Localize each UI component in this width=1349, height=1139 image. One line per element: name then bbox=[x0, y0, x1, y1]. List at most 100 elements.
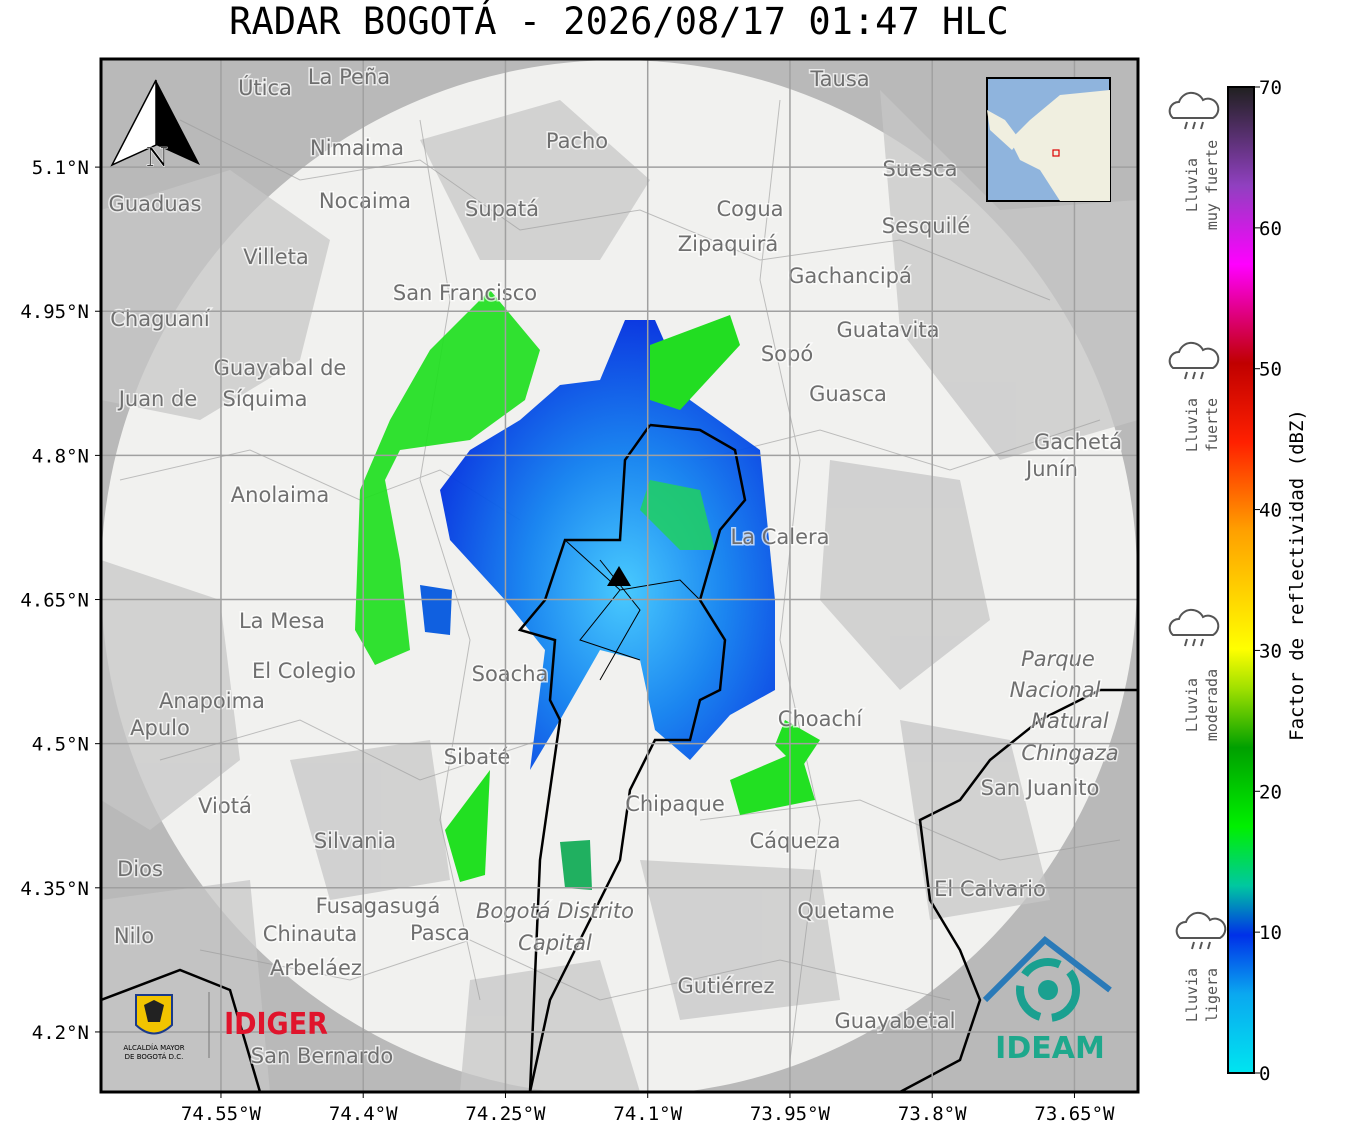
place-label: Nocaima bbox=[319, 189, 411, 213]
inset-map bbox=[986, 77, 1111, 202]
ideam-logo: IDEAM bbox=[995, 1031, 1105, 1066]
alcaldia-line: ALCALDÍA MAYOR bbox=[123, 1043, 184, 1052]
rain-drops bbox=[1184, 638, 1204, 647]
place-label: Supatá bbox=[465, 197, 539, 221]
y-tick-label: 4.8°N bbox=[32, 445, 89, 467]
axes: 74.55°W 74.4°W 74.25°W 74.1°W 73.95°W 73.8°W 7… bbox=[20, 157, 1115, 1125]
place-label: Juan de bbox=[117, 387, 198, 411]
compass-label: N bbox=[146, 143, 169, 173]
rain-icon bbox=[1175, 911, 1227, 939]
y-tick-label: 5.1°N bbox=[32, 157, 89, 179]
colorbar-tick-label: 30 bbox=[1259, 640, 1282, 662]
alcaldia-line: DE BOGOTÁ D.C. bbox=[125, 1052, 184, 1061]
place-label: La Calera bbox=[730, 525, 829, 549]
place-label: San Bernardo bbox=[251, 1044, 393, 1068]
place-label: Chinauta bbox=[263, 922, 357, 946]
logo-ideam: IDEAM bbox=[982, 936, 1112, 1066]
x-tick-label: 73.95°W bbox=[750, 1103, 831, 1125]
place-label: San Francisco bbox=[393, 281, 537, 305]
colorbar-tick-label: 40 bbox=[1259, 500, 1282, 522]
colorbar-ticks: 0 10 20 30 40 50 60 70 bbox=[1254, 77, 1282, 1085]
rain-drops bbox=[1191, 941, 1211, 950]
place-label: Guaduas bbox=[109, 192, 202, 216]
place-label: Anolaima bbox=[231, 483, 329, 507]
place-label: Gachancipá bbox=[788, 264, 912, 288]
place-label: San Juanito bbox=[981, 776, 1100, 800]
place-label: Guatavita bbox=[837, 318, 940, 342]
y-tick-label: 4.35°N bbox=[20, 878, 89, 900]
place-label: Soacha bbox=[472, 662, 549, 686]
place-label: La Peña bbox=[308, 65, 390, 89]
place-label: Villeta bbox=[243, 245, 308, 269]
place-label: Capital bbox=[518, 931, 592, 955]
radar-echoes bbox=[355, 290, 820, 890]
logo-alcaldia: ALCALDÍA MAYOR DE BOGOTÁ D.C. IDIGER bbox=[123, 992, 328, 1061]
x-tick-label: 73.65°W bbox=[1034, 1103, 1115, 1125]
place-label: Gachetá bbox=[1034, 430, 1122, 454]
idiger-logo: IDIGER bbox=[224, 1007, 328, 1042]
place-label: Guayabal de bbox=[214, 356, 347, 380]
echo-south bbox=[560, 840, 592, 890]
place-label: Fusagasugá bbox=[316, 894, 441, 918]
rain-level-label: fuerte bbox=[1203, 398, 1221, 452]
place-label: Quetame bbox=[797, 899, 894, 923]
colorbar bbox=[1227, 86, 1255, 1074]
x-tick-label: 74.55°W bbox=[181, 1103, 262, 1125]
rain-level-label: Lluvia bbox=[1183, 678, 1201, 732]
place-label: Guayabetal bbox=[835, 1009, 956, 1033]
place-label: El Colegio bbox=[252, 659, 356, 683]
place-label: Junín bbox=[1024, 457, 1078, 481]
place-label: Zipaquirá bbox=[678, 232, 778, 256]
rain-level-label: Lluvia bbox=[1183, 158, 1201, 212]
place-label: Bogotá Distrito bbox=[476, 899, 634, 923]
rain-level-label: moderada bbox=[1203, 669, 1221, 741]
rain-icon bbox=[1168, 608, 1220, 636]
y-tick-label: 4.95°N bbox=[20, 301, 89, 323]
x-tick-label: 74.25°W bbox=[465, 1103, 546, 1125]
place-label: Parque bbox=[1021, 647, 1095, 671]
place-label: Pasca bbox=[410, 921, 470, 945]
colorbar-tick-label: 0 bbox=[1259, 1063, 1270, 1085]
place-label: Nilo bbox=[114, 924, 154, 948]
place-label: Cogua bbox=[716, 197, 783, 221]
place-label: Dios bbox=[117, 857, 163, 881]
place-label: Cáqueza bbox=[750, 829, 841, 853]
x-tick-label: 74.4°W bbox=[329, 1103, 398, 1125]
x-tick-label: 74.1°W bbox=[613, 1103, 682, 1125]
echo-small bbox=[420, 585, 452, 635]
place-label: Sopó bbox=[761, 342, 813, 366]
place-label: Síquima bbox=[223, 387, 308, 411]
rain-drops bbox=[1184, 371, 1204, 380]
x-tick-label: 73.8°W bbox=[898, 1103, 967, 1125]
place-label: La Mesa bbox=[239, 609, 325, 633]
rain-level-label: ligera bbox=[1203, 968, 1221, 1022]
place-label: Choachí bbox=[778, 707, 864, 731]
colorbar-tick-label: 10 bbox=[1259, 922, 1282, 944]
place-label: El Calvario bbox=[934, 877, 1046, 901]
y-tick-label: 4.5°N bbox=[32, 734, 89, 756]
grid bbox=[101, 59, 1138, 1092]
map: La Peña Útica Tausa Nimaima Pacho Suesca Guadu… bbox=[101, 59, 1138, 1092]
place-label: Anapoima bbox=[159, 689, 265, 713]
rain-icon bbox=[1168, 91, 1220, 119]
place-label: Útica bbox=[238, 75, 292, 100]
echo-center bbox=[440, 320, 775, 770]
radar-site bbox=[607, 566, 631, 586]
terrain bbox=[101, 90, 1138, 1092]
rain-level-label: Lluvia bbox=[1183, 398, 1201, 452]
place-label: Tausa bbox=[809, 67, 869, 91]
rain-level-label: muy fuerte bbox=[1203, 140, 1221, 230]
colorbar-label: Factor de reflectividad (dBZ) bbox=[1286, 409, 1308, 741]
colorbar-tick-label: 20 bbox=[1259, 781, 1282, 803]
colorbar-tick-label: 60 bbox=[1259, 218, 1282, 240]
y-tick-label: 4.65°N bbox=[20, 590, 89, 612]
rain-level-label: Lluvia bbox=[1183, 968, 1201, 1022]
place-label: Sibaté bbox=[444, 745, 511, 769]
place-label: Suesca bbox=[883, 157, 958, 181]
place-label: Chipaque bbox=[625, 792, 725, 816]
place-label: Silvania bbox=[314, 829, 396, 853]
